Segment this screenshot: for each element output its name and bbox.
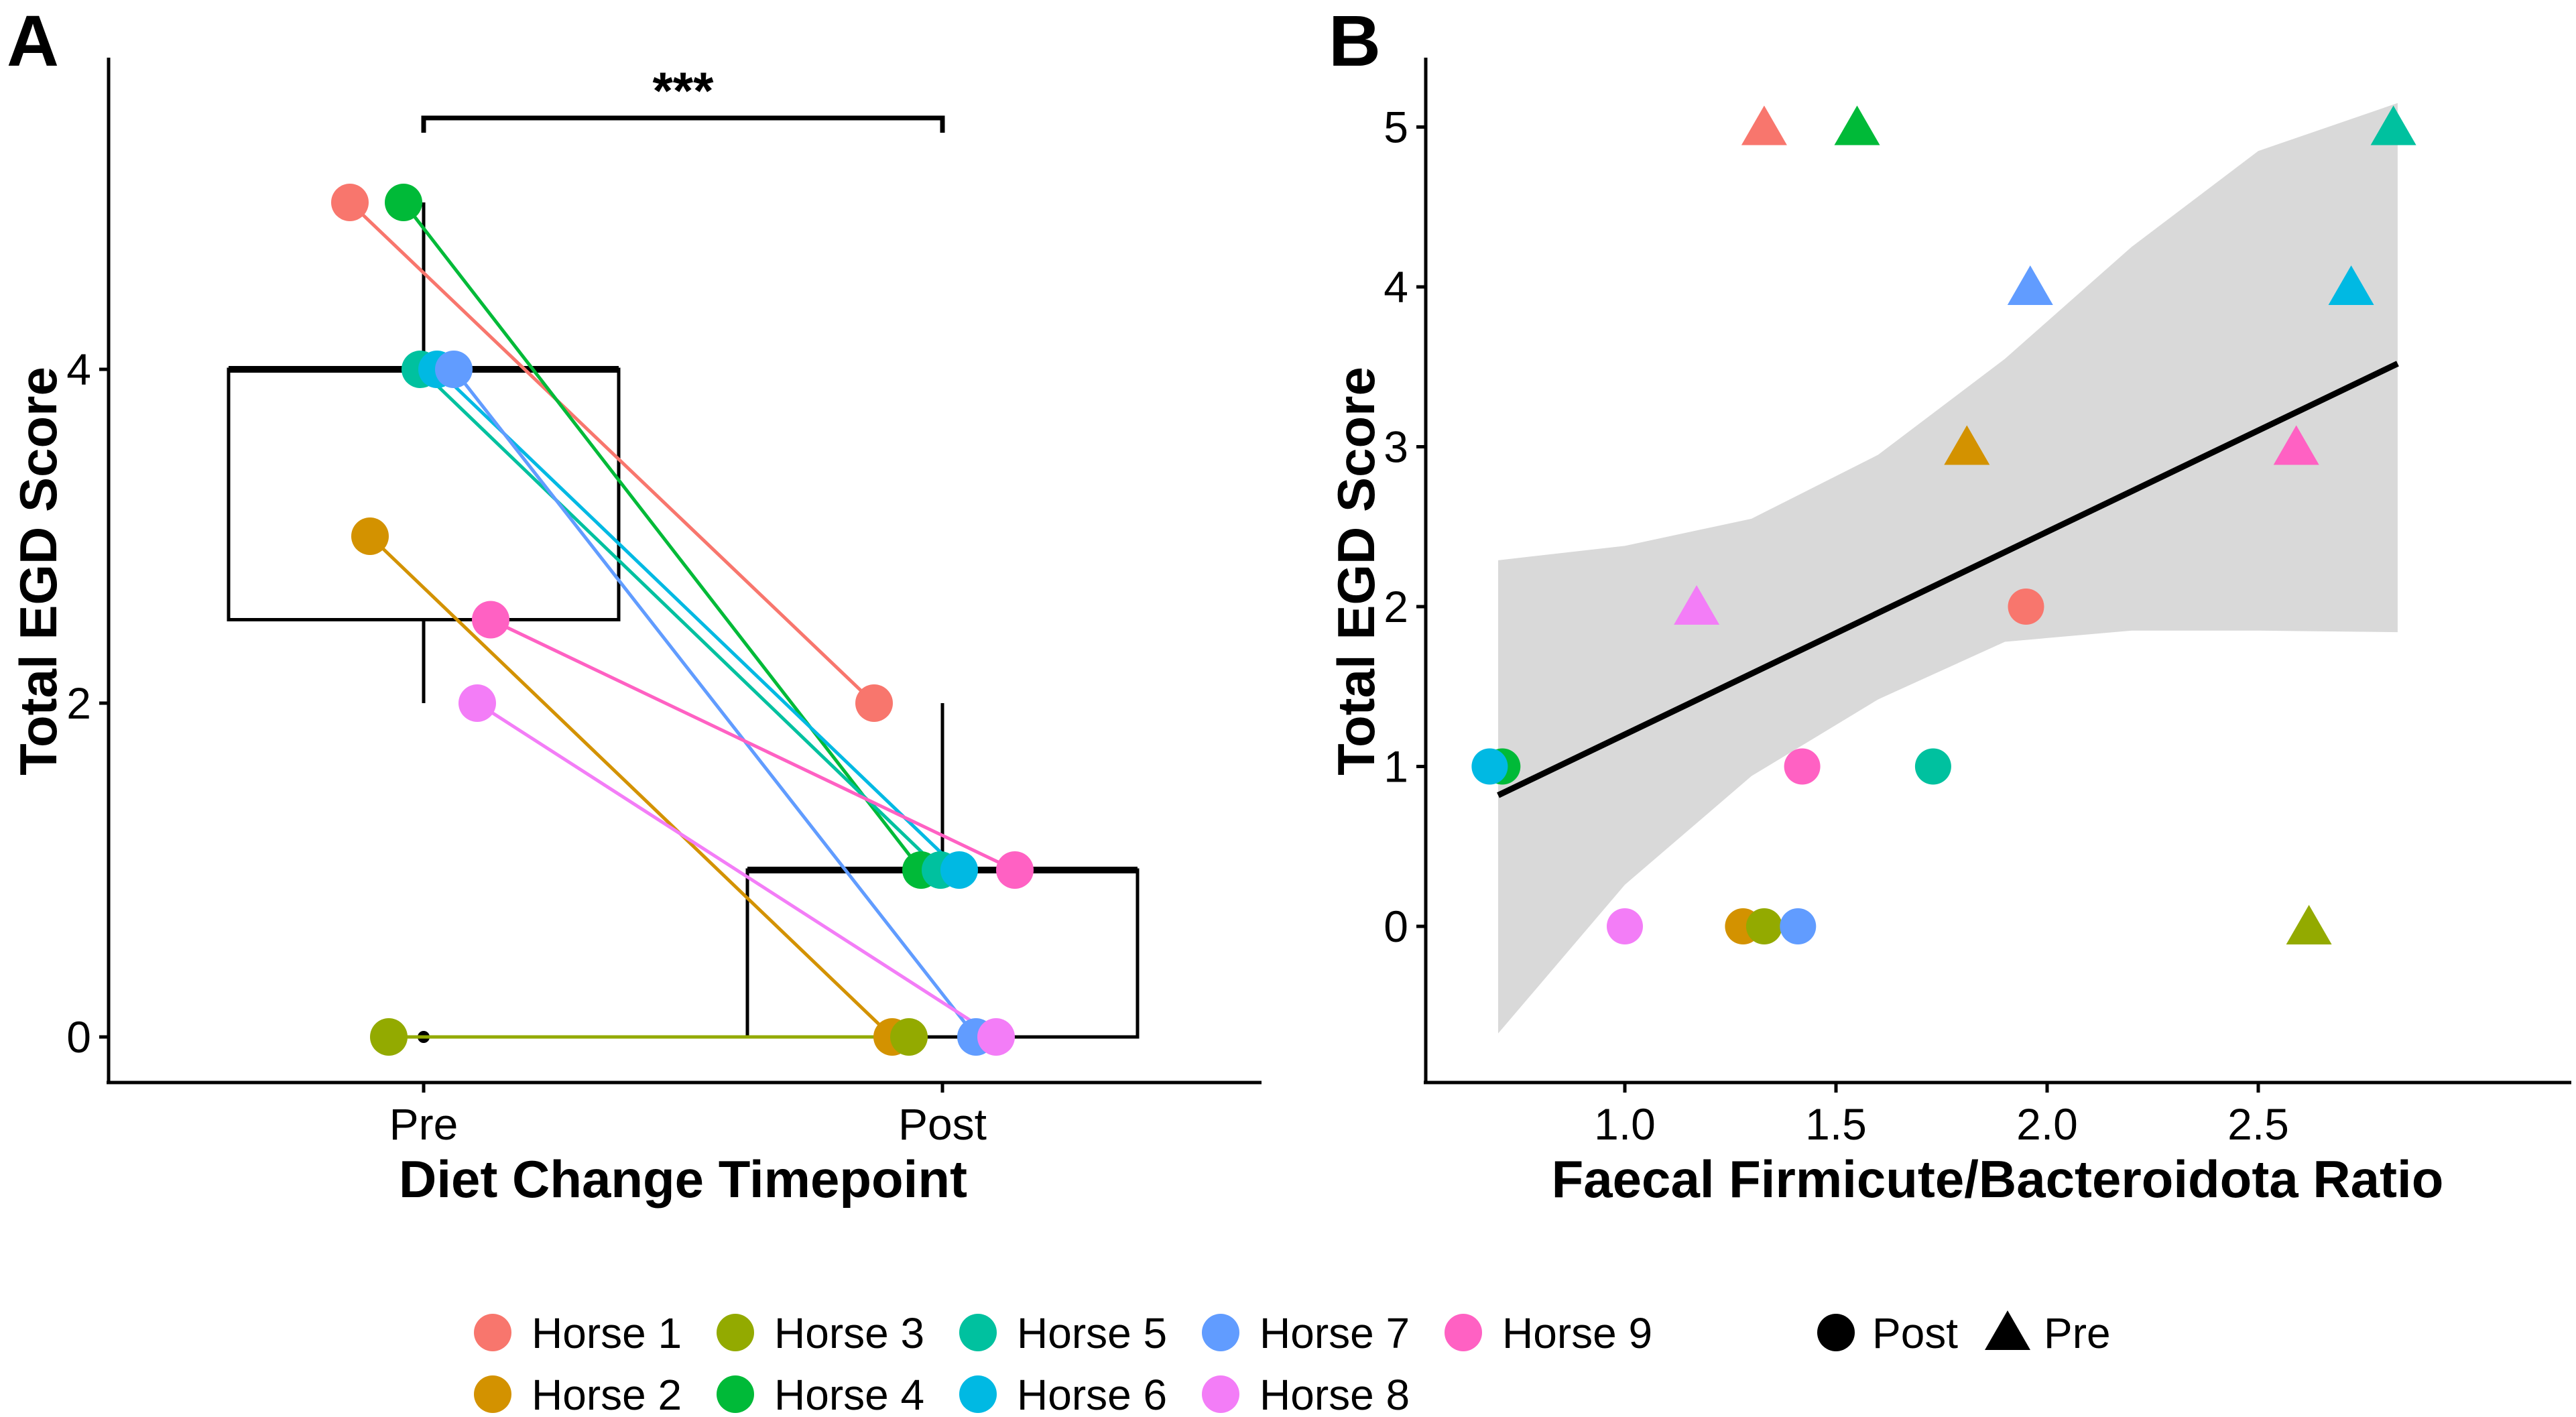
legend-label: Horse 9 [1502,1309,1652,1357]
x-tick-label: Pre [389,1099,458,1149]
point-post-circle [1784,748,1821,785]
point-pre-triangle [1674,585,1720,625]
y-tick-label: 0 [66,1012,91,1062]
panel-a-x-axis-title: Diet Change Timepoint [399,1150,967,1209]
panel-a-points [331,184,1034,1056]
panel-a-y-axis-title: Total EGD Score [9,367,68,776]
legend-label: Horse 4 [774,1371,924,1417]
point-pre-triangle [1741,105,1787,145]
point-pre [370,1018,408,1056]
significance-bracket-line [421,115,945,133]
panel-label-b: B [1329,0,1381,81]
point-post [890,1018,928,1056]
point-pre-triangle [2273,425,2319,465]
y-tick-label: 4 [1384,262,1408,312]
y-tick-label: 4 [66,345,91,394]
point-post-circle [1607,908,1643,944]
legend-shape-label: Post [1872,1309,1958,1357]
panel-b-x-axis-title: Faecal Firmicute/Bacteroidota Ratio [1552,1150,2444,1209]
significance-bracket: *** [421,61,945,133]
paired-line [489,618,1016,872]
panel-a: A 0 2 4 Pre Post *** Diet Change Timepoint T… [7,0,1262,1209]
x-tick-label: 1.5 [1805,1099,1867,1149]
panel-b: B 0 1 2 3 4 5 1.0 1.5 2.0 2.5 Faecal Firmicute/Ba… [1327,0,2571,1209]
legend-label: Horse 3 [774,1309,924,1357]
legend-key-horse-5 [959,1314,997,1351]
point-pre-triangle [1834,105,1880,145]
point-pre [331,184,369,221]
y-tick-label: 0 [1384,902,1408,951]
legend-key-horse-8 [1202,1375,1239,1413]
legend-key-horse-2 [474,1375,511,1413]
panel-b-y-axis-title: Total EGD Score [1327,367,1386,776]
legend-key-horse-6 [959,1375,997,1413]
point-post [855,684,893,722]
point-post [977,1018,1015,1056]
box-iqr [745,868,1140,1039]
legend-shape-circle [1817,1314,1855,1351]
point-pre [458,684,496,722]
x-tick-label: 1.0 [1594,1099,1656,1149]
legend-label: Horse 5 [1017,1309,1167,1357]
regression-line [1497,361,2399,798]
paired-line [436,368,961,871]
panel-b-points [1471,105,2416,944]
point-pre-triangle [1944,425,1990,465]
y-tick-label: 5 [1384,103,1408,152]
legend-label: Horse 7 [1260,1309,1410,1357]
x-tick-label: Post [898,1099,987,1149]
point-post-circle [1471,748,1508,785]
paired-line [452,368,977,1038]
regression-line-group [1497,361,2399,798]
legend-key-horse-3 [717,1314,754,1351]
panel-b-ticks: 0 1 2 3 4 5 1.0 1.5 2.0 2.5 [1384,103,2289,1150]
point-post-circle [1914,748,1951,785]
panel-a-paired-lines [349,201,1016,1039]
point-pre-triangle [2328,265,2374,305]
legend-label: Horse 1 [532,1309,682,1357]
x-tick-label: 2.0 [2016,1099,2078,1149]
point-pre-triangle [2370,105,2416,145]
legend-key-horse-4 [717,1375,754,1413]
point-pre-triangle [2286,905,2332,944]
x-tick-label: 2.5 [2227,1099,2289,1149]
point-post-circle [1745,908,1782,944]
legend-key-horse-7 [1202,1314,1239,1351]
paired-line [402,201,922,871]
point-pre [435,351,473,388]
panel-a-boxplots [227,202,1140,1043]
confidence-band [1498,103,2398,1034]
panel-a-ticks: 0 2 4 Pre Post [66,345,987,1149]
paired-line [419,368,942,871]
point-post-circle [2008,589,2044,625]
y-tick-label: 2 [66,678,91,728]
legend-label: Horse 8 [1260,1371,1410,1417]
paired-line [476,701,997,1039]
legend-shape-triangle [1985,1310,2030,1350]
legend-key-horse-1 [474,1314,511,1351]
legend: Horse 1 Horse 2 Horse 3 Horse 4 Horse 5 Horse… [474,1309,2111,1417]
paired-line [349,201,875,704]
point-pre-triangle [2007,265,2053,305]
y-tick-label: 2 [1384,582,1408,631]
y-tick-label: 1 [1384,742,1408,792]
point-post [996,851,1034,889]
point-pre [472,601,509,639]
legend-shape-label: Pre [2044,1309,2111,1357]
confidence-band-area [1498,103,2398,1034]
significance-stars: *** [652,61,714,120]
point-post [940,851,978,889]
point-post-circle [1780,908,1817,944]
legend-key-horse-9 [1445,1314,1482,1351]
legend-label: Horse 2 [532,1371,682,1417]
y-tick-label: 3 [1384,422,1408,472]
panel-label-a: A [7,0,59,81]
point-pre [385,184,422,221]
legend-label: Horse 6 [1017,1371,1167,1417]
point-pre [351,517,389,555]
paired-line [369,535,894,1038]
